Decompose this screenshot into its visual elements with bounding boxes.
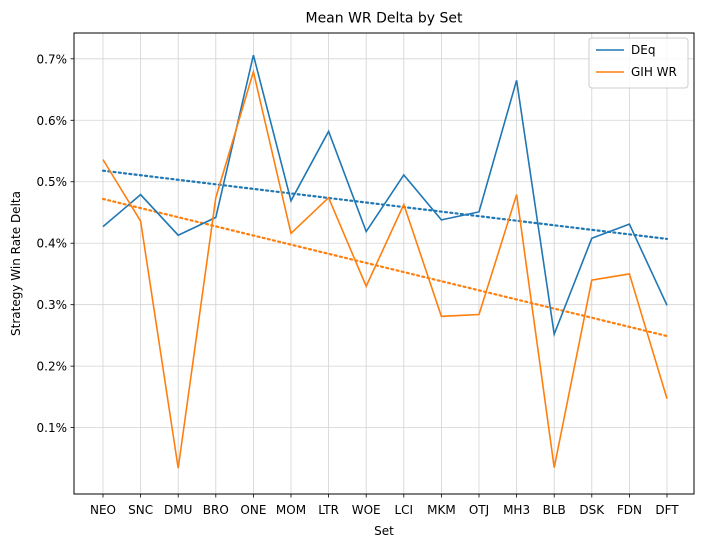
x-tick-label: MH3 (503, 503, 530, 517)
x-tick-label: LTR (318, 503, 339, 517)
trend-line-deq (101, 169, 669, 241)
x-tick-label: DFT (655, 503, 679, 517)
y-tick-label: 0.1% (37, 421, 68, 435)
x-tick-label: BLB (543, 503, 566, 517)
x-tick-label: DMU (164, 503, 192, 517)
y-tick-label: 0.3% (37, 298, 68, 312)
x-tick-label: FDN (617, 503, 642, 517)
x-tick-label: BRO (203, 503, 229, 517)
legend: DEq GIH WR (588, 37, 689, 89)
y-axis-ticks: 0.1% 0.2% 0.3% 0.4% 0.5% 0.6% 0.7% (37, 52, 74, 435)
series-line-deq (102, 54, 668, 338)
y-tick-label: 0.2% (37, 360, 68, 374)
chart-title: Mean WR Delta by Set (305, 11, 463, 27)
series-lines (102, 54, 668, 469)
plot-frame (73, 32, 695, 495)
x-axis-ticks: NEO SNC DMU BRO ONE MOM LTR WOE LCI MKM OTJ MH3 BLB D… (90, 494, 679, 517)
legend-label-deq: DEq (631, 43, 655, 57)
legend-label-gih-wr: GIH WR (631, 65, 677, 79)
trend-lines (101, 169, 669, 338)
y-tick-label: 0.4% (37, 237, 68, 251)
x-tick-label: LCI (394, 503, 413, 517)
y-tick-label: 0.7% (37, 52, 68, 66)
trend-line-gih-wr (101, 197, 669, 338)
x-tick-label: DSK (579, 503, 605, 517)
x-tick-label: NEO (90, 503, 116, 517)
y-axis-label: Strategy Win Rate Delta (9, 191, 23, 336)
x-tick-label: OTJ (469, 503, 489, 517)
x-tick-label: MOM (276, 503, 306, 517)
y-tick-label: 0.6% (37, 114, 68, 128)
series-line-gih-wr (102, 68, 668, 469)
x-tick-label: MKM (427, 503, 456, 517)
x-tick-label: SNC (128, 503, 153, 517)
x-tick-label: ONE (240, 503, 266, 517)
y-tick-label: 0.5% (37, 175, 68, 189)
x-tick-label: WOE (352, 503, 381, 517)
x-axis-label: Set (374, 524, 394, 538)
